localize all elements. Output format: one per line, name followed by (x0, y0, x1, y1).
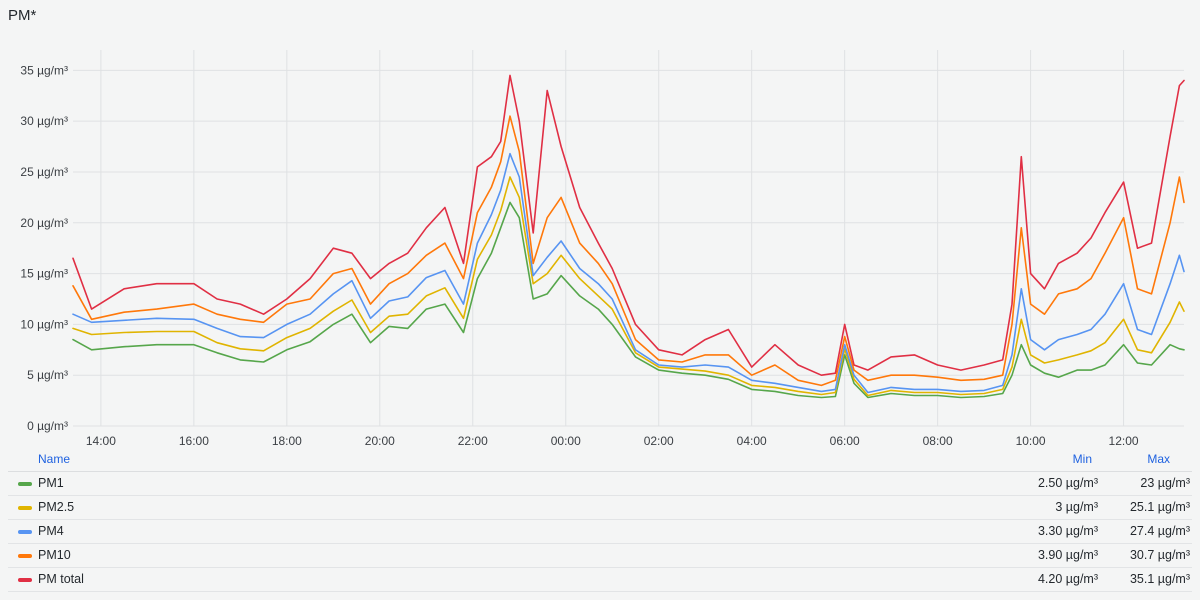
legend-min-value: 2.50 µg/m³ (1037, 476, 1098, 490)
y-tick-label: 10 µg/m³ (20, 317, 68, 331)
series-line-pm1 (72, 201, 1185, 399)
y-tick-label: 5 µg/m³ (27, 368, 68, 382)
y-tick-label: 25 µg/m³ (20, 165, 68, 179)
x-tick-label: 20:00 (365, 434, 395, 446)
x-tick-label: 02:00 (644, 434, 674, 446)
legend-max-value: 35.1 µg/m³ (1129, 572, 1190, 586)
legend-min-value: 3.30 µg/m³ (1037, 524, 1098, 538)
x-tick-label: 14:00 (86, 434, 116, 446)
series-line-pm2-5 (72, 176, 1185, 397)
legend-row-pm1[interactable]: PM1 2.50 µg/m³ 23 µg/m³ (8, 472, 1192, 496)
legend-row-pm4[interactable]: PM4 3.30 µg/m³ 27.4 µg/m³ (8, 520, 1192, 544)
legend-series-name[interactable]: PM total (38, 572, 84, 586)
x-tick-label: 04:00 (737, 434, 767, 446)
legend-series-name[interactable]: PM10 (38, 548, 71, 562)
legend-series-name[interactable]: PM1 (38, 476, 64, 490)
legend-row-pm2-5[interactable]: PM2.5 3 µg/m³ 25.1 µg/m³ (8, 496, 1192, 520)
series-line-pm4 (72, 152, 1185, 394)
panel-title[interactable]: PM* (8, 7, 37, 24)
x-tick-label: 18:00 (272, 434, 302, 446)
legend-min-value: 4.20 µg/m³ (1037, 572, 1098, 586)
legend-row-pm10[interactable]: PM10 3.90 µg/m³ 30.7 µg/m³ (8, 544, 1192, 568)
series-group (72, 74, 1185, 399)
legend-max-value: 27.4 µg/m³ (1129, 524, 1190, 538)
x-tick-label: 10:00 (1016, 434, 1046, 446)
legend-header-max[interactable]: Max (1147, 452, 1170, 466)
x-tick-label: 12:00 (1109, 434, 1139, 446)
legend-header: Name Min Max (8, 448, 1192, 472)
legend-swatch (18, 482, 32, 486)
y-tick-label: 0 µg/m³ (27, 419, 68, 433)
legend-row-pm-total[interactable]: PM total 4.20 µg/m³ 35.1 µg/m³ (8, 568, 1192, 592)
legend-series-name[interactable]: PM4 (38, 524, 64, 538)
grid (73, 50, 1184, 427)
legend-swatch (18, 578, 32, 582)
y-tick-label: 15 µg/m³ (20, 267, 68, 281)
x-axis: 14:00 16:00 18:00 20:00 22:00 00:00 02:00 04:00… (86, 434, 1139, 446)
legend-series-name[interactable]: PM2.5 (38, 500, 75, 514)
legend-max-value: 25.1 µg/m³ (1129, 500, 1190, 514)
legend-max-value: 30.7 µg/m³ (1129, 548, 1190, 562)
legend-swatch (18, 506, 32, 510)
legend-max-value: 23 µg/m³ (1140, 476, 1190, 490)
chart-svg: 0 µg/m³ 5 µg/m³ 10 µg/m³ 15 µg/m³ 20 µg/m³ 25… (20, 50, 1185, 446)
x-tick-label: 16:00 (179, 434, 209, 446)
x-tick-label: 22:00 (458, 434, 488, 446)
legend-min-value: 3.90 µg/m³ (1037, 548, 1098, 562)
legend-min-value: 3 µg/m³ (1055, 500, 1098, 514)
legend-table: Name Min Max PM1 2.50 µg/m³ 23 µg/m³ PM2… (8, 448, 1192, 592)
series-line-pm10 (72, 115, 1185, 387)
x-tick-label: 00:00 (551, 434, 581, 446)
legend-swatch (18, 554, 32, 558)
x-tick-label: 08:00 (923, 434, 953, 446)
y-axis: 0 µg/m³ 5 µg/m³ 10 µg/m³ 15 µg/m³ 20 µg/m³ 25… (20, 63, 68, 433)
legend-header-min[interactable]: Min (1072, 452, 1092, 466)
series-line-pm-total (72, 74, 1185, 377)
y-tick-label: 35 µg/m³ (20, 63, 68, 77)
legend-swatch (18, 530, 32, 534)
y-tick-label: 30 µg/m³ (20, 114, 68, 128)
legend-header-name[interactable]: Name (38, 452, 71, 466)
x-tick-label: 06:00 (830, 434, 860, 446)
y-tick-label: 20 µg/m³ (20, 216, 68, 230)
